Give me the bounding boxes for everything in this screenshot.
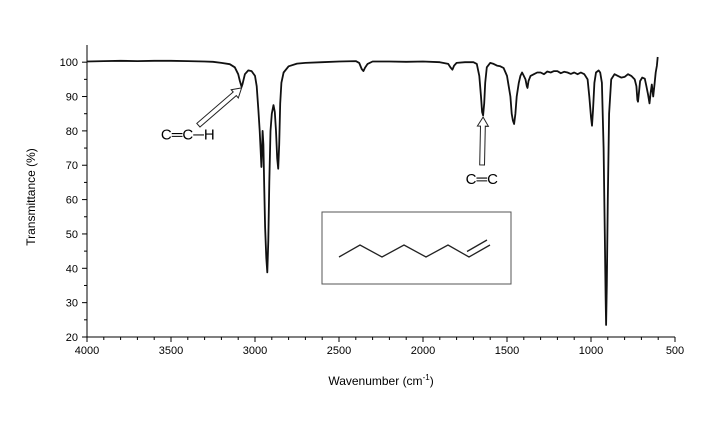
spectrum-line-0: [86, 56, 659, 326]
y-tick-label: 100: [60, 57, 78, 69]
x-tick-label: 3500: [159, 345, 183, 357]
y-tick-label: 80: [66, 126, 78, 138]
annotation-label-0: C═C─H: [161, 126, 215, 143]
x-tick-label: 500: [666, 345, 684, 357]
annotations: C═C─H C═C: [161, 87, 498, 188]
series-layer: [86, 56, 659, 326]
annotation-label-1: C═C: [466, 171, 498, 188]
y-tick-label: 20: [66, 332, 78, 344]
molecule-structure: [338, 244, 491, 258]
y-tick-label: 60: [66, 195, 78, 207]
annotation-arrow: [196, 87, 243, 128]
y-tick-label: 90: [66, 92, 78, 104]
inset-box: [321, 211, 512, 285]
x-tick-label: 2000: [411, 345, 435, 357]
x-tick-label: 3000: [243, 345, 267, 357]
y-axis-title: Transmittance (%): [24, 148, 38, 246]
x-axis-title: Wavenumber (cm-1): [328, 373, 433, 388]
plot-frame: [86, 45, 675, 338]
x-axis-ticks: 4000 3500 3000 2500 2000 1500 1000 500: [75, 337, 684, 357]
y-tick-label: 40: [66, 263, 78, 275]
annotation-arrow: [476, 116, 490, 166]
y-tick-label: 50: [66, 229, 78, 241]
x-tick-label: 1000: [579, 345, 603, 357]
double-bond-line: [466, 239, 488, 253]
x-tick-label: 2500: [327, 345, 351, 357]
molecule-inset: [321, 211, 512, 285]
y-axis-ticks: 20 30 40 50 60 70 80 90 100: [60, 57, 87, 344]
y-tick-label: 70: [66, 160, 78, 172]
y-tick-label: 30: [66, 298, 78, 310]
x-tick-label: 1500: [495, 345, 519, 357]
x-tick-label: 4000: [75, 345, 99, 357]
